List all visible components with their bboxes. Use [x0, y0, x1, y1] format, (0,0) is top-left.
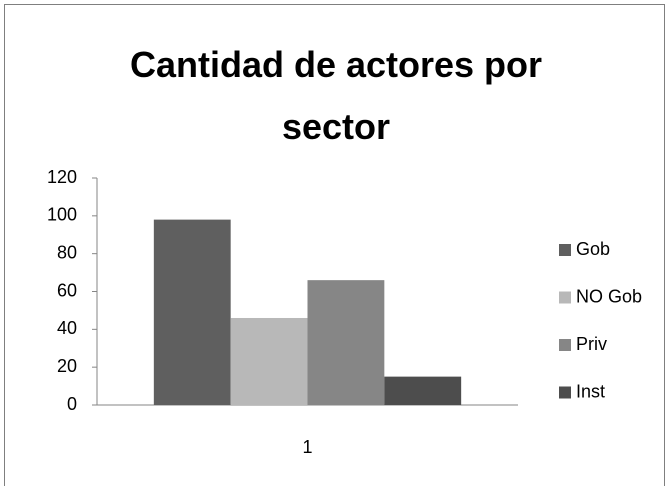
- y-tick-label: 60: [57, 280, 77, 300]
- y-tick-label: 100: [47, 205, 77, 225]
- y-tick-label: 120: [47, 167, 77, 187]
- bar: [384, 376, 462, 405]
- legend-swatch: [559, 291, 571, 304]
- y-tick-label: 40: [57, 318, 77, 338]
- legend-label: Gob: [576, 239, 610, 259]
- chart-border: [4, 4, 665, 486]
- legend-label: Priv: [576, 334, 607, 354]
- chart-title: Cantidad de actores por sector: [129, 44, 543, 147]
- y-tick-label: 20: [57, 356, 77, 376]
- legend-swatch: [559, 339, 571, 351]
- legend-swatch: [559, 386, 571, 399]
- legend-label: NO Gob: [576, 286, 642, 306]
- bar: [153, 219, 231, 405]
- x-tick-label: 1: [302, 437, 312, 457]
- legend-label: Inst: [576, 381, 605, 401]
- bar: [307, 280, 385, 405]
- y-tick-label: 0: [67, 394, 77, 414]
- y-tick-label: 80: [57, 242, 77, 262]
- bar: [230, 317, 308, 405]
- legend-swatch: [559, 244, 571, 256]
